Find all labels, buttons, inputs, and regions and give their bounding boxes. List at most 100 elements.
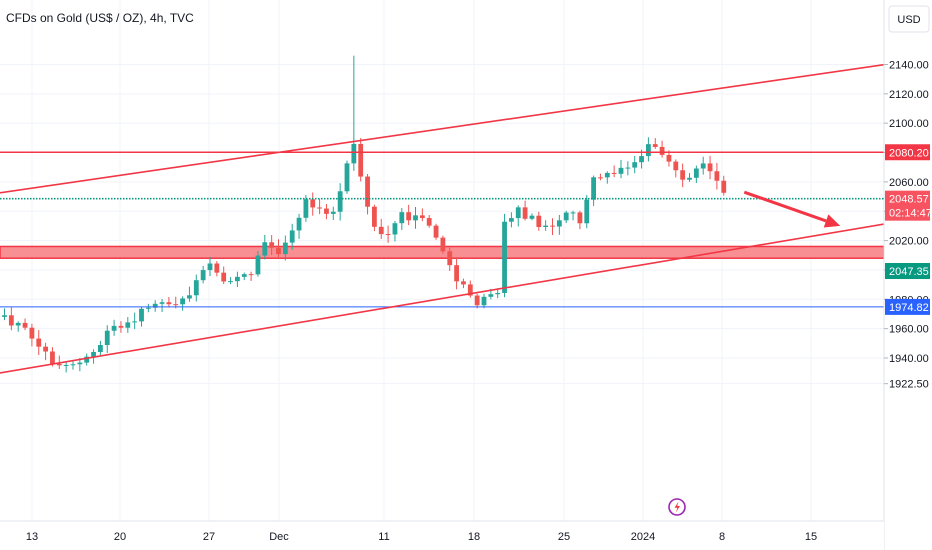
candle <box>447 247 453 272</box>
time-axis[interactable]: 13 20 27 Dec 11 18 25 2024 8 15 <box>0 520 884 550</box>
candle-body <box>2 315 7 317</box>
candle-body <box>262 242 268 256</box>
candle <box>15 321 21 332</box>
candle-body <box>611 172 617 174</box>
candle <box>509 212 514 228</box>
candle <box>707 155 713 180</box>
candle <box>98 340 103 356</box>
candle-body <box>187 295 192 299</box>
candle-body <box>481 296 487 306</box>
candle-body <box>15 322 21 326</box>
candle-body <box>139 308 144 322</box>
candles <box>2 55 727 373</box>
chart-title: CFDs on Gold (US$ / OZ), 4h, TVC <box>6 11 194 25</box>
candle <box>139 306 144 327</box>
candle <box>104 325 110 354</box>
candle <box>433 223 439 240</box>
candle-body <box>604 172 610 178</box>
candle <box>570 210 576 221</box>
support-price-badge-bg <box>885 298 930 315</box>
candle-body <box>317 207 322 209</box>
candle <box>515 205 521 227</box>
candle <box>461 278 466 289</box>
support-price-badge-text: 1974.82 <box>889 302 929 314</box>
candle <box>604 171 610 184</box>
candle-body <box>659 146 665 155</box>
candle-body <box>625 167 631 169</box>
candle-body <box>337 191 343 212</box>
candle <box>187 286 192 302</box>
candle-body <box>447 251 453 266</box>
candle <box>563 210 569 224</box>
time-tick-label: 25 <box>558 531 570 543</box>
candle <box>372 204 377 232</box>
candle-body <box>666 154 672 162</box>
candle <box>36 329 42 355</box>
candle <box>467 280 473 298</box>
candle <box>721 175 727 196</box>
candle <box>714 162 720 190</box>
price-badges: 2080.20 2048.57 02:14:47 2047.35 1974.82 <box>885 144 932 315</box>
candle <box>111 319 117 336</box>
candle <box>63 362 69 373</box>
candle-body <box>166 302 172 305</box>
candle-body <box>22 322 28 328</box>
candle <box>378 218 384 239</box>
candle-body <box>77 362 83 365</box>
candle-body <box>241 274 247 277</box>
candle-body <box>70 364 76 366</box>
price-tick-label: 2120.00 <box>889 89 929 101</box>
candle-body <box>36 338 42 347</box>
arrow-icon <box>743 190 841 228</box>
candle-body <box>440 237 446 252</box>
candle-body <box>399 212 405 224</box>
time-tick-label: 13 <box>26 531 38 543</box>
candle-body <box>372 206 377 227</box>
arrow-shaft <box>743 190 827 223</box>
candle <box>2 308 7 321</box>
candle-body <box>543 225 549 228</box>
candle <box>543 220 549 231</box>
candle-body <box>324 208 329 214</box>
candle <box>419 208 425 222</box>
candle-body <box>282 242 288 255</box>
candle <box>8 307 14 331</box>
candle <box>310 192 316 216</box>
candle <box>577 210 583 230</box>
candle <box>632 155 638 174</box>
countdown-timer-text: 02:14:47 <box>889 208 932 220</box>
candle-body <box>104 330 110 346</box>
candle-body <box>495 292 501 295</box>
candle <box>584 195 590 229</box>
candle-body <box>221 272 227 282</box>
candle-body <box>536 215 542 228</box>
grid <box>0 0 884 521</box>
candle-body <box>714 171 720 181</box>
candle-body <box>419 215 425 219</box>
time-tick-label: 8 <box>719 531 725 543</box>
candle-body <box>509 218 514 222</box>
candle-body <box>563 212 569 221</box>
lightning-icon[interactable] <box>668 498 686 516</box>
candle <box>365 173 370 215</box>
bid-price-badge-text: 2047.35 <box>889 266 929 278</box>
candle <box>221 266 227 285</box>
candle <box>426 215 432 228</box>
candle-body <box>680 170 686 180</box>
candle-body <box>515 207 521 219</box>
candle <box>262 234 268 260</box>
plot-area[interactable] <box>0 0 884 550</box>
drawings <box>0 62 932 374</box>
candle-body <box>700 163 706 169</box>
candle <box>652 138 658 149</box>
candle <box>646 137 651 162</box>
candle <box>228 277 233 285</box>
candle <box>70 360 76 370</box>
currency-button[interactable]: USD <box>888 5 930 33</box>
price-tick-label: 2060.00 <box>889 177 929 189</box>
candle-body <box>111 325 117 331</box>
candle-body <box>570 212 576 214</box>
candle-body <box>255 255 261 275</box>
